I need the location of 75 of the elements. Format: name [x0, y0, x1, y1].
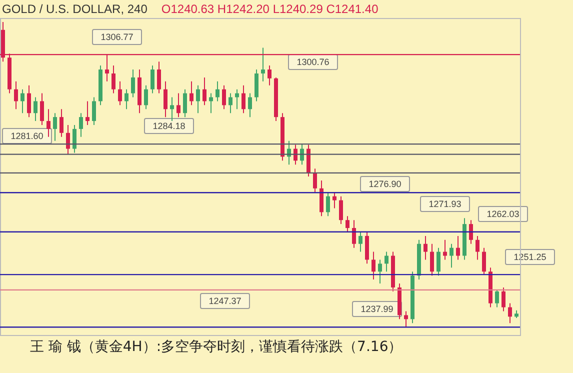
candlestick — [482, 247, 486, 276]
ref-line-label: 1247.37 — [200, 292, 250, 309]
candlestick — [358, 231, 362, 252]
candlestick — [118, 80, 122, 106]
candlestick — [20, 88, 24, 114]
text: 王 瑜 钺（黄金4H）:多空争夺时刻，谨慎看待涨跌（7.16） — [30, 338, 402, 356]
candlestick — [27, 84, 31, 118]
candlestick — [124, 88, 128, 110]
candlestick — [34, 96, 38, 122]
candlestick — [170, 96, 174, 122]
ref-line-label: 1262.03 — [478, 206, 528, 222]
candlestick — [60, 108, 64, 138]
candlestick — [313, 168, 317, 193]
candlestick — [196, 84, 200, 114]
candlestick — [384, 251, 388, 272]
candlestick — [79, 112, 83, 138]
ref-line-label: 1276.90 — [360, 176, 410, 192]
candlestick — [261, 47, 265, 82]
candlestick — [339, 196, 343, 225]
candlestick — [222, 84, 226, 110]
candlestick — [248, 92, 252, 118]
ref-line-label: 1271.93 — [420, 196, 470, 212]
annotation: 1300.76 — [288, 54, 338, 70]
candlestick — [450, 243, 454, 268]
candlestick — [72, 124, 76, 154]
candlestick — [352, 220, 356, 248]
ref-line-label: 1251.25 — [505, 248, 555, 265]
candlestick — [469, 220, 473, 244]
candlestick — [176, 92, 180, 118]
candlestick — [164, 80, 168, 118]
candlestick — [332, 192, 336, 209]
candlestick — [424, 235, 428, 260]
candlestick — [436, 247, 440, 276]
candlestick — [216, 80, 220, 102]
candlestick — [144, 84, 148, 110]
candlestick — [46, 108, 50, 138]
candlestick — [508, 302, 512, 324]
candlestick — [92, 96, 96, 126]
candlestick — [254, 69, 258, 102]
candlestick — [131, 69, 135, 98]
candlestick — [150, 65, 154, 94]
candlestick — [242, 84, 246, 114]
ref-line-label: 1306.77 — [92, 28, 142, 45]
candlestick — [326, 192, 330, 217]
candlestick — [228, 92, 232, 114]
candlestick — [443, 239, 447, 260]
candlestick — [53, 112, 57, 142]
candlestick — [66, 124, 70, 155]
candlestick — [157, 61, 161, 94]
candlestick — [495, 289, 499, 308]
candlestick — [372, 251, 376, 280]
candlestick — [456, 235, 460, 260]
candlestick — [430, 243, 434, 276]
ref-line-label: 1281.60 — [2, 128, 52, 144]
candlestick — [202, 76, 206, 106]
candlestick — [235, 88, 239, 110]
candlestick — [183, 88, 187, 118]
candlestick — [378, 259, 382, 284]
candlestick — [268, 65, 272, 86]
candlestick — [365, 231, 369, 264]
candlestick — [86, 100, 90, 126]
ref-line-label: 1284.18 — [144, 118, 194, 134]
candlestick — [346, 216, 350, 232]
candlestick — [14, 80, 18, 110]
chart-subtitle: GOLD / U.S. DOLLAR, 240 — [2, 2, 148, 16]
candlestick — [190, 80, 194, 106]
candlestick — [320, 180, 324, 217]
candlestick — [476, 235, 480, 260]
candlestick — [306, 144, 310, 177]
ref-line-label: 1237.99 — [352, 301, 402, 318]
text: O1240.63 H1242.20 L1240.29 C1241.40 — [161, 2, 378, 16]
candlestick — [40, 92, 44, 126]
candlestick — [502, 286, 506, 312]
candlestick — [404, 310, 408, 328]
candlestick — [112, 65, 116, 94]
